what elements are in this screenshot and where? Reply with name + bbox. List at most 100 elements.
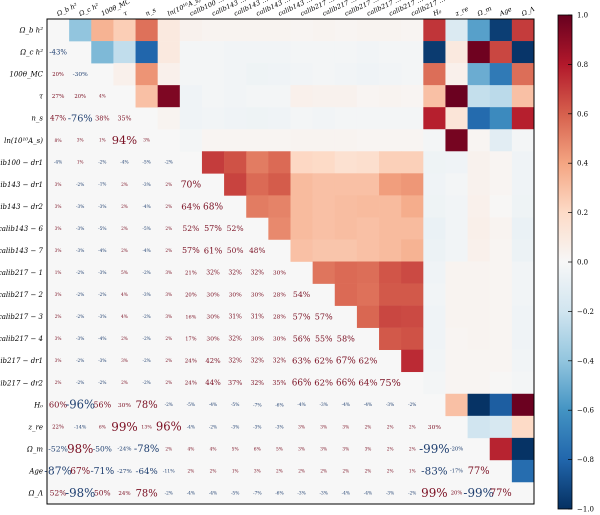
correlation-label: 2% <box>409 447 416 452</box>
column-label: Ω_b h² <box>55 1 79 18</box>
correlation-label: 32% <box>228 270 242 277</box>
heatmap-cell <box>401 173 424 196</box>
correlation-label: 2% <box>121 227 128 232</box>
heatmap-cell <box>201 151 225 174</box>
correlation-label: 99% <box>421 486 447 500</box>
correlation-label: 2% <box>387 469 394 474</box>
heatmap-cell <box>445 371 468 395</box>
heatmap-cell <box>423 41 446 64</box>
correlation-label: 20% <box>74 94 86 100</box>
heatmap-cell <box>445 85 468 108</box>
correlation-label: 8% <box>54 138 62 144</box>
heatmap-cell <box>312 151 336 174</box>
correlation-label: 3% <box>55 337 62 342</box>
correlation-label: 64% <box>358 379 377 389</box>
colorbar-tick-label: 0.4 <box>577 160 589 168</box>
correlation-label: -78% <box>134 444 159 455</box>
colorbar-tick-label: 1.0 <box>577 12 588 20</box>
heatmap-cell <box>312 173 336 196</box>
correlation-label: 63% <box>292 357 311 367</box>
heatmap-cell <box>467 283 491 306</box>
correlation-label: 1% <box>232 468 239 473</box>
heatmap-cell <box>467 195 491 218</box>
heatmap-cell <box>201 19 225 42</box>
heatmap-cell <box>157 85 181 108</box>
correlation-label: 2% <box>165 447 172 452</box>
column-label: H₀ <box>431 7 443 18</box>
heatmap-cell <box>334 85 358 108</box>
heatmap-cell <box>224 129 247 152</box>
heatmap-cell <box>423 19 446 42</box>
correlation-label: 57% <box>182 246 200 255</box>
correlation-label: 17% <box>185 336 196 342</box>
correlation-label: -3% <box>231 425 239 430</box>
correlation-label: 22% <box>52 425 64 431</box>
heatmap-cell <box>334 41 358 64</box>
correlation-label: 52% <box>50 489 67 498</box>
heatmap-cell <box>489 63 513 86</box>
correlation-label: -4% <box>342 491 350 496</box>
correlation-label: 57% <box>315 312 333 321</box>
correlation-label: 5% <box>276 447 283 452</box>
heatmap-cell <box>511 305 535 328</box>
colorbar-tick-label: 0.8 <box>577 61 588 69</box>
correlation-label: -3% <box>253 425 261 430</box>
heatmap-cell <box>489 195 513 218</box>
correlation-label: -4% <box>364 491 372 496</box>
correlation-label: 5% <box>232 447 239 452</box>
colorbar-tick-label: −0.4 <box>577 357 595 365</box>
correlation-label: -3% <box>320 491 328 496</box>
correlation-label: 2% <box>55 381 62 386</box>
heatmap-cell <box>423 107 446 130</box>
heatmap-cell <box>135 85 158 108</box>
correlation-label: 3% <box>55 227 62 232</box>
heatmap-cell <box>489 41 513 64</box>
heatmap-cell <box>135 41 158 64</box>
heatmap-cell <box>401 261 424 284</box>
heatmap-cell <box>334 283 358 306</box>
heatmap-cell <box>135 63 158 86</box>
correlation-label: 2% <box>165 227 172 232</box>
correlation-label: -2% <box>165 491 173 496</box>
heatmap-cell <box>69 19 92 42</box>
heatmap-cell <box>401 85 424 108</box>
correlation-label: 24% <box>185 359 197 365</box>
correlation-label: -17% <box>450 469 463 475</box>
heatmap-cell <box>268 129 291 152</box>
correlation-label: 58% <box>337 333 355 343</box>
heatmap-cell <box>379 129 402 152</box>
correlation-label: -3% <box>142 183 150 188</box>
heatmap-cell <box>246 107 269 130</box>
correlation-label: 31% <box>251 314 265 321</box>
correlation-label: 38% <box>95 114 109 122</box>
correlation-label: 99% <box>111 420 137 434</box>
heatmap-cell <box>379 41 402 64</box>
correlation-label: 1% <box>409 468 416 473</box>
colorbar-tick-label: 0.2 <box>577 209 588 217</box>
correlation-label: 78% <box>136 400 158 411</box>
row-label: calib100 − dr1 <box>0 159 43 167</box>
correlation-label: 4% <box>187 447 194 452</box>
heatmap-cell <box>290 107 313 130</box>
correlation-label: -2% <box>143 337 151 342</box>
correlation-label: 2% <box>165 359 172 364</box>
heatmap-cell <box>489 327 513 350</box>
heatmap-cell <box>423 349 446 373</box>
row-label: H₀ <box>33 401 43 409</box>
correlation-label: 52% <box>227 224 244 233</box>
correlation-label: 27% <box>52 94 65 100</box>
colorbar-ticks: 1.0 0.8 0.6 0.4 0.2 0.0 −0.2 −0.4 −0.6 −0.8 −1.0 <box>568 12 595 514</box>
diagonal-cell <box>135 107 158 130</box>
correlation-label: 3% <box>165 271 172 276</box>
correlation-label: -4% <box>342 403 350 408</box>
correlation-label: 6% <box>99 425 106 430</box>
correlation-label: 3% <box>365 447 372 452</box>
correlation-label: -4% <box>209 403 217 408</box>
heatmap-cell <box>356 239 380 262</box>
heatmap-cell <box>401 349 424 373</box>
heatmap-cell <box>423 261 446 284</box>
correlation-label: 56% <box>93 400 111 409</box>
heatmap-cell <box>201 85 225 108</box>
heatmap-cell <box>224 151 247 174</box>
correlation-label: 20% <box>451 491 463 497</box>
